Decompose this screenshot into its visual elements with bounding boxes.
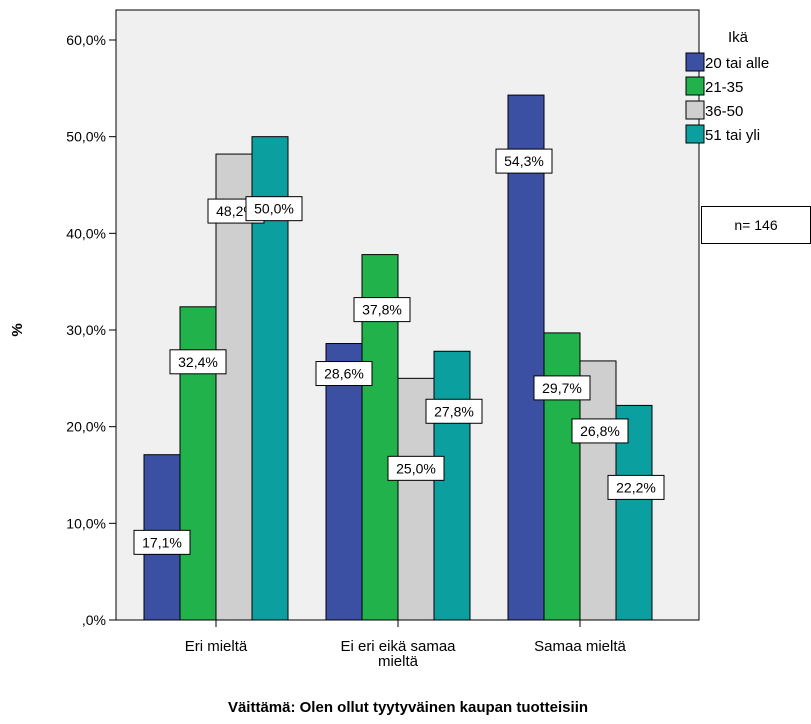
legend-label: 51 tai yli xyxy=(705,127,760,144)
legend-swatch xyxy=(685,100,705,120)
data-label-box xyxy=(533,375,591,401)
legend-swatch xyxy=(685,52,705,72)
y-tick-label: ,0% xyxy=(82,612,106,628)
sample-size-note: n= 146 xyxy=(701,206,811,244)
x-tick-label: Ei eri eikä samaa xyxy=(340,638,456,655)
bar xyxy=(507,94,545,621)
legend-title: Ikä xyxy=(728,29,749,46)
legend-label: 36-50 xyxy=(705,103,743,120)
data-label: 37,8% xyxy=(362,302,402,318)
y-axis-label: % xyxy=(9,323,26,336)
data-label: 17,1% xyxy=(142,534,182,550)
data-label-box xyxy=(425,398,483,424)
data-label-box xyxy=(133,529,191,555)
data-label-box xyxy=(495,148,553,174)
data-label: 27,8% xyxy=(434,403,474,419)
bar xyxy=(215,153,253,621)
data-label-box xyxy=(315,361,373,387)
y-tick-label: 60,0% xyxy=(66,32,106,48)
data-label-box xyxy=(607,474,665,500)
data-label-box xyxy=(387,455,445,481)
y-tick-label: 40,0% xyxy=(66,225,106,241)
legend-label: 21-35 xyxy=(705,79,743,96)
data-label: 50,0% xyxy=(254,201,294,217)
x-tick-label: Samaa mieltä xyxy=(534,638,626,655)
data-label: 29,7% xyxy=(542,380,582,396)
data-label: 54,3% xyxy=(504,153,544,169)
data-label: 26,8% xyxy=(580,423,620,439)
y-tick-label: 50,0% xyxy=(66,129,106,145)
data-label-box xyxy=(353,297,411,323)
x-tick-label: mieltä xyxy=(378,653,419,670)
data-label-box xyxy=(571,418,629,444)
data-label: 25,0% xyxy=(396,460,436,476)
x-tick-label: Eri mieltä xyxy=(185,638,248,655)
legend-label: 20 tai alle xyxy=(705,55,769,72)
legend-swatch xyxy=(685,76,705,96)
data-label-box xyxy=(169,349,227,375)
data-label: 32,4% xyxy=(178,354,218,370)
y-tick-label: 30,0% xyxy=(66,322,106,338)
y-tick-label: 20,0% xyxy=(66,419,106,435)
bar xyxy=(433,350,471,621)
data-label: 28,6% xyxy=(324,366,364,382)
data-label-box xyxy=(245,196,303,222)
y-tick-label: 10,0% xyxy=(66,515,106,531)
data-label: 22,2% xyxy=(616,479,656,495)
legend-swatch xyxy=(685,124,705,144)
x-axis-label: Väittämä: Olen ollut tyytyväinen kaupan … xyxy=(228,699,588,716)
